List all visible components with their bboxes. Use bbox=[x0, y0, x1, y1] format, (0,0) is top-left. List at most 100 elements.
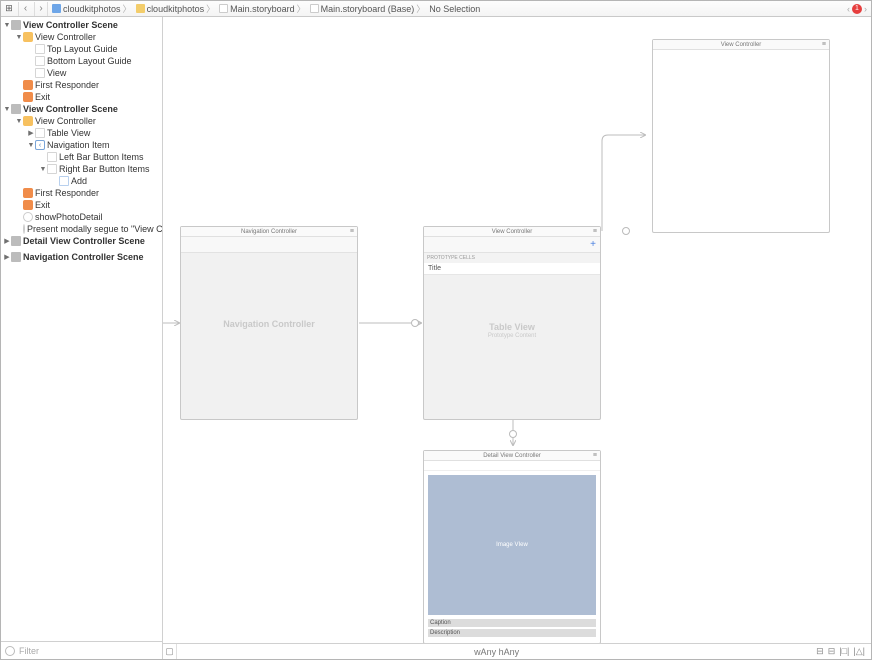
scene-detail-view-controller[interactable]: Detail View Controller ≡ Image VIew Capt… bbox=[423, 450, 601, 643]
toggle-outline-button[interactable]: ▢ bbox=[163, 644, 177, 659]
barbutton-icon bbox=[47, 152, 57, 162]
item-label: First Responder bbox=[35, 80, 99, 90]
item-row[interactable]: Bottom Layout Guide bbox=[1, 55, 162, 67]
scene-navigation-controller[interactable]: Navigation Controller ≡ Navigation Contr… bbox=[180, 226, 358, 420]
segue-row[interactable]: showPhotoDetail bbox=[1, 211, 162, 223]
scene-row[interactable]: ▶Detail View Controller Scene bbox=[1, 235, 162, 247]
scene-titlebar[interactable]: View Controller ≡ bbox=[653, 40, 829, 50]
image-view[interactable]: Image VIew bbox=[428, 475, 596, 615]
description-field[interactable]: Description bbox=[428, 629, 596, 637]
error-badge[interactable]: 1 bbox=[852, 4, 862, 14]
tableview-icon bbox=[35, 128, 45, 138]
scene-titlebar[interactable]: Detail View Controller ≡ bbox=[424, 451, 600, 461]
prev-issue-icon[interactable]: ‹ bbox=[847, 4, 850, 14]
related-items-icon[interactable]: ⊞ bbox=[2, 2, 16, 16]
item-row[interactable]: View bbox=[1, 67, 162, 79]
forward-button[interactable]: › bbox=[34, 2, 48, 16]
item-label: View bbox=[47, 68, 66, 78]
field-label: Description bbox=[430, 630, 460, 636]
add-button[interactable]: + bbox=[590, 239, 596, 250]
exit-row[interactable]: Exit bbox=[1, 199, 162, 211]
item-label: Add bbox=[71, 176, 87, 186]
layoutguide-icon bbox=[35, 44, 45, 54]
pin-icon[interactable]: ⊟ bbox=[828, 646, 836, 657]
field-label: Caption bbox=[430, 620, 451, 626]
imageview-label: Image VIew bbox=[496, 542, 528, 548]
scene-title: View Controller Scene bbox=[23, 20, 118, 30]
item-row[interactable]: Add bbox=[1, 175, 162, 187]
scene-titlebar[interactable]: Navigation Controller ≡ bbox=[181, 227, 357, 237]
scene-menu-icon[interactable]: ≡ bbox=[593, 228, 597, 235]
breadcrumb-item-3[interactable]: Main.storyboard (Base) 〉 bbox=[310, 2, 428, 15]
item-row[interactable]: Top Layout Guide bbox=[1, 43, 162, 55]
breadcrumb-item-0[interactable]: cloudkitphotos 〉 bbox=[52, 2, 134, 15]
scene-menu-icon[interactable]: ≡ bbox=[350, 228, 354, 235]
first-responder-row[interactable]: First Responder bbox=[1, 187, 162, 199]
segue-icon bbox=[23, 224, 25, 234]
barbutton-icon bbox=[47, 164, 57, 174]
add-icon bbox=[59, 176, 69, 186]
outline-filter[interactable]: Filter bbox=[1, 641, 162, 659]
scene-view-controller[interactable]: View Controller ≡ bbox=[652, 39, 830, 233]
xcode-window: ⊞ ‹ › cloudkitphotos 〉 cloudkitphotos 〉 … bbox=[0, 0, 872, 660]
item-row[interactable]: ▼Right Bar Button Items bbox=[1, 163, 162, 175]
storyboard-icon bbox=[310, 4, 319, 13]
resizing-icon[interactable]: |△| bbox=[853, 646, 865, 657]
status-bar-area bbox=[424, 461, 600, 471]
scene-row[interactable]: ▶Navigation Controller Scene bbox=[1, 251, 162, 263]
folder-blue-icon bbox=[52, 4, 61, 13]
segue-connector-icon[interactable] bbox=[509, 430, 517, 438]
item-row[interactable]: ▼‹Navigation Item bbox=[1, 139, 162, 151]
scene-menu-icon[interactable]: ≡ bbox=[822, 41, 826, 48]
caption-field[interactable]: Caption bbox=[428, 619, 596, 627]
scene-title: Navigation Controller Scene bbox=[23, 252, 144, 262]
scene-menu-icon[interactable]: ≡ bbox=[593, 452, 597, 459]
segue-connector-icon[interactable] bbox=[411, 319, 419, 327]
scene-tableview-controller[interactable]: View Controller ≡ + PROTOTYPE CELLS Titl… bbox=[423, 226, 601, 420]
item-label: Top Layout Guide bbox=[47, 44, 118, 54]
align-icon[interactable]: ⊟ bbox=[816, 646, 824, 657]
item-label: Bottom Layout Guide bbox=[47, 56, 132, 66]
breadcrumb-label: Main.storyboard bbox=[230, 4, 295, 14]
breadcrumb-item-2[interactable]: Main.storyboard 〉 bbox=[219, 2, 308, 15]
scene-titlebar[interactable]: View Controller ≡ bbox=[424, 227, 600, 237]
segue-icon bbox=[23, 212, 33, 222]
viewcontroller-icon bbox=[23, 32, 33, 42]
breadcrumb-item-1[interactable]: cloudkitphotos 〉 bbox=[136, 2, 218, 15]
vc-row[interactable]: ▼View Controller bbox=[1, 31, 162, 43]
prototype-header: PROTOTYPE CELLS bbox=[424, 253, 600, 263]
filter-icon bbox=[5, 646, 15, 656]
storyboard-canvas[interactable]: Navigation Controller ≡ Navigation Contr… bbox=[163, 17, 871, 643]
first-responder-icon bbox=[23, 188, 33, 198]
scene-icon bbox=[11, 20, 21, 30]
back-button[interactable]: ‹ bbox=[18, 2, 32, 16]
scene-title: View Controller Scene bbox=[23, 104, 118, 114]
resolve-icon[interactable]: |□| bbox=[839, 646, 849, 657]
first-responder-icon bbox=[23, 80, 33, 90]
breadcrumb-item-4[interactable]: No Selection bbox=[429, 4, 480, 14]
scene-icon bbox=[11, 104, 21, 114]
first-responder-row[interactable]: First Responder bbox=[1, 79, 162, 91]
vc-row[interactable]: ▼View Controller bbox=[1, 115, 162, 127]
vc-label: View Controller bbox=[35, 116, 96, 126]
item-row[interactable]: ▶Table View bbox=[1, 127, 162, 139]
size-class-label: wAny hAny bbox=[474, 647, 519, 657]
nav-bar: + bbox=[424, 237, 600, 253]
nav-bar bbox=[181, 237, 357, 253]
item-label: Exit bbox=[35, 92, 50, 102]
size-class-control[interactable]: wAny hAny bbox=[177, 647, 816, 657]
item-label: Table View bbox=[47, 128, 90, 138]
item-row[interactable]: Left Bar Button Items bbox=[1, 151, 162, 163]
navitem-icon: ‹ bbox=[35, 140, 45, 150]
tableview-label: Table View bbox=[424, 322, 600, 332]
vc-label: View Controller bbox=[35, 32, 96, 42]
document-outline: ▼View Controller Scene ▼View Controller … bbox=[1, 17, 163, 659]
next-issue-icon[interactable]: › bbox=[864, 4, 867, 14]
segue-connector-icon[interactable] bbox=[622, 227, 630, 235]
exit-row[interactable]: Exit bbox=[1, 91, 162, 103]
tableview-sublabel: Prototype Content bbox=[424, 333, 600, 339]
prototype-cell[interactable]: Title bbox=[424, 263, 600, 275]
segue-row[interactable]: Present modally segue to "View C… bbox=[1, 223, 162, 235]
scene-row[interactable]: ▼View Controller Scene bbox=[1, 19, 162, 31]
scene-row[interactable]: ▼View Controller Scene bbox=[1, 103, 162, 115]
